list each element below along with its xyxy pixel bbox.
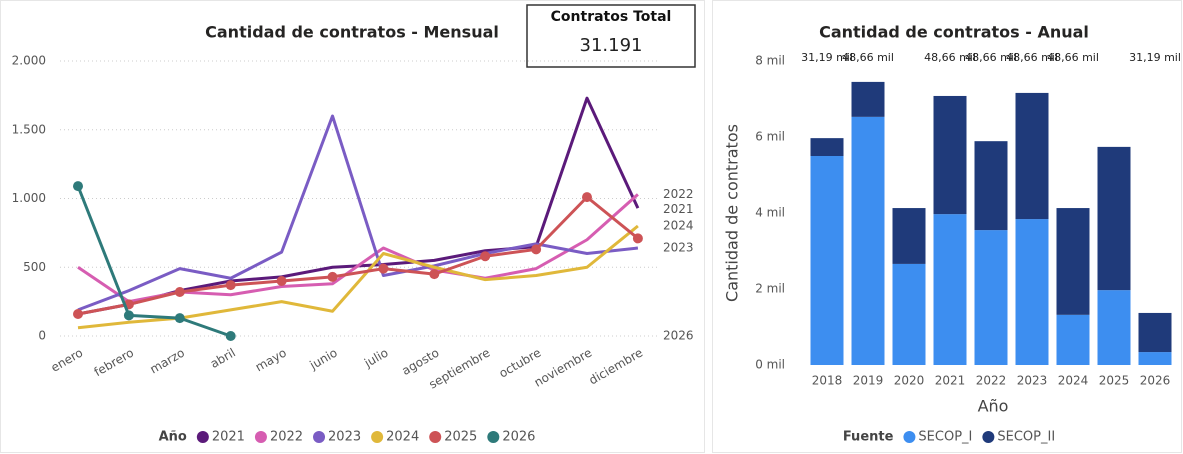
- y-tick-label: 0 mil: [755, 358, 785, 372]
- legend-label: SECOP_I: [918, 430, 972, 445]
- point: [174, 313, 185, 324]
- bar-segment: [810, 138, 844, 156]
- x-tick-label: 2021: [935, 374, 966, 388]
- legend-label: 2024: [386, 430, 419, 445]
- legend-label: 2025: [444, 430, 477, 445]
- annotation: 48,66 mil: [1047, 51, 1099, 64]
- end-label: 2026: [663, 329, 694, 343]
- legend-marker: [254, 431, 267, 443]
- x-tick-label: 2018: [812, 374, 843, 388]
- bar-segment: [1138, 352, 1172, 365]
- bar-segment: [933, 214, 967, 365]
- chart-title: Cantidad de contratos - Anual: [819, 23, 1089, 42]
- bar-segment: [851, 116, 885, 365]
- x-tick-label: 2022: [976, 374, 1007, 388]
- x-axis-title: Año: [978, 397, 1009, 416]
- chart-title: Cantidad de contratos - Mensual: [205, 23, 499, 42]
- y-tick-label: 4 mil: [755, 206, 785, 220]
- y-tick-label: 500: [23, 260, 46, 274]
- point: [73, 309, 83, 319]
- bar-segment: [1138, 312, 1172, 353]
- y-tick-label: 2.000: [12, 54, 46, 68]
- point: [174, 287, 185, 297]
- point: [429, 269, 440, 280]
- end-label: 2021: [663, 202, 694, 216]
- legend-label: 2023: [328, 430, 361, 445]
- panel-monthly: [0, 0, 705, 453]
- point: [327, 271, 338, 282]
- x-tick-label: 2026: [1140, 374, 1171, 388]
- y-tick-label: 8 mil: [755, 54, 785, 68]
- point: [225, 331, 236, 341]
- line-series: [77, 195, 639, 316]
- legend-label: 2026: [502, 430, 535, 445]
- annotation: 48,66 mil: [842, 51, 894, 64]
- bar-segment: [1015, 219, 1049, 365]
- y-tick-label: 1.000: [12, 191, 46, 205]
- legend-marker: [371, 431, 384, 443]
- bar-segment: [1015, 92, 1049, 220]
- bar-segment: [851, 81, 885, 117]
- point: [378, 263, 389, 274]
- card-title: Contratos Total: [551, 9, 672, 25]
- line-series: [77, 114, 639, 312]
- line-series: [76, 185, 232, 338]
- point: [480, 251, 491, 262]
- bar-segment: [892, 208, 926, 264]
- y-tick-label: 1.500: [12, 122, 46, 136]
- y-tick-label: 0: [38, 329, 46, 343]
- legend-marker: [487, 431, 500, 443]
- point: [73, 181, 83, 192]
- legend-marker: [982, 431, 995, 443]
- point: [632, 233, 643, 244]
- annotation: 31,19 mil: [1129, 51, 1181, 64]
- annotation: 48,66 mil: [1006, 51, 1058, 64]
- legend-marker: [313, 431, 326, 443]
- bar-segment: [1097, 290, 1131, 365]
- y-axis-title: Cantidad de contratos: [723, 124, 742, 302]
- card-value: 31.191: [580, 35, 643, 56]
- bar-segment: [1097, 146, 1131, 291]
- end-label: 2023: [663, 241, 694, 255]
- point: [276, 276, 287, 286]
- card: [526, 4, 696, 68]
- legend-label: 2021: [212, 430, 245, 445]
- point: [531, 244, 542, 255]
- legend-label: SECOP_II: [997, 430, 1055, 445]
- end-label: 2022: [663, 187, 694, 201]
- x-tick-label: 2019: [853, 374, 884, 388]
- legend-title: Fuente: [843, 430, 894, 445]
- bar-segment: [974, 141, 1008, 231]
- bar-segment: [933, 95, 967, 215]
- point: [225, 280, 236, 291]
- point: [123, 310, 134, 321]
- y-tick-label: 6 mil: [755, 130, 785, 144]
- legend-marker: [196, 431, 209, 443]
- x-tick-label: 2025: [1099, 374, 1130, 388]
- x-tick-label: 2024: [1058, 374, 1089, 388]
- legend-title: Año: [159, 430, 187, 445]
- legend-marker: [429, 431, 442, 443]
- point: [582, 192, 592, 203]
- bar-segment: [810, 156, 844, 365]
- x-tick-label: 2023: [1017, 374, 1048, 388]
- legend-marker: [903, 431, 916, 443]
- legend-label: 2022: [270, 430, 303, 445]
- annotation: 48,66 mil: [965, 51, 1017, 64]
- x-tick-label: 2020: [894, 374, 925, 388]
- end-label: 2024: [663, 219, 694, 233]
- bar-segment: [892, 263, 926, 365]
- bar-segment: [974, 230, 1008, 365]
- annotation: 48,66 mil: [924, 51, 976, 64]
- bar-segment: [1056, 208, 1090, 315]
- bar-segment: [1056, 314, 1090, 365]
- annotation: 31,19 mil: [801, 51, 853, 64]
- y-tick-label: 2 mil: [755, 282, 785, 296]
